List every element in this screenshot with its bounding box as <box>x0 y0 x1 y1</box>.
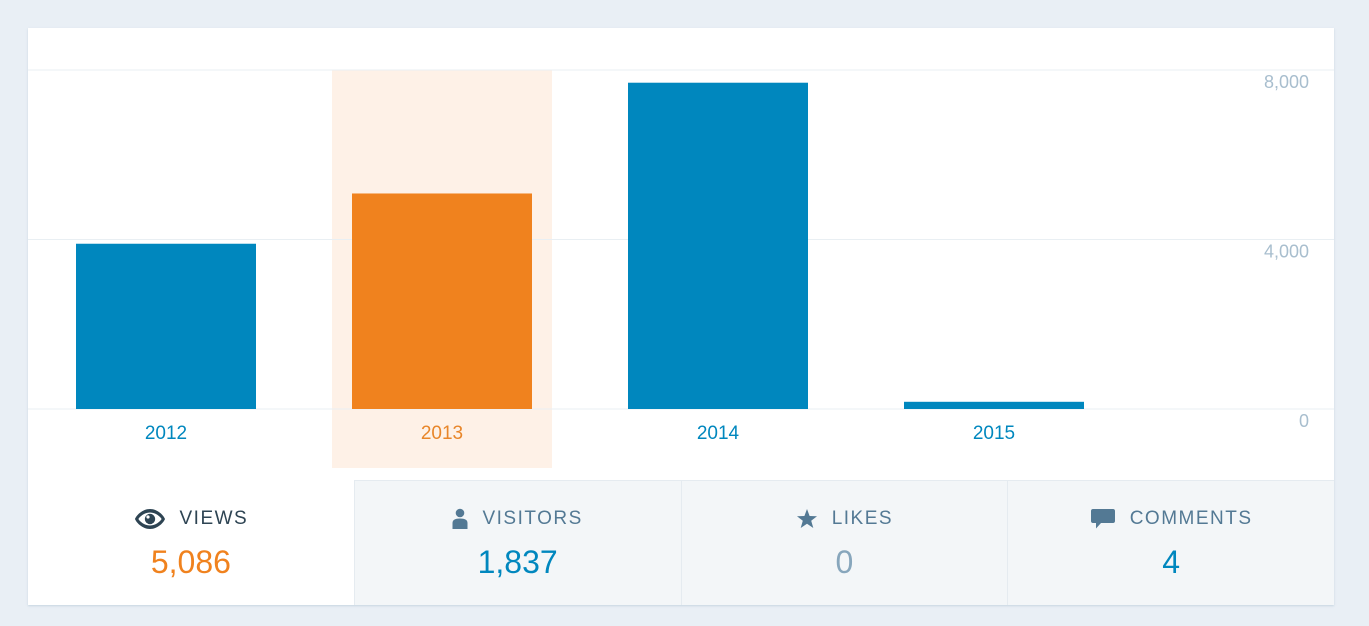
tab-visitors-value: 1,837 <box>477 544 558 580</box>
tab-views-label: VIEWS <box>179 508 249 529</box>
star-icon <box>796 508 818 530</box>
tab-comments-value: 4 <box>1162 544 1181 580</box>
bar-chart: 0 4,000 8,000 2012 2013 2014 2015 <box>28 69 1334 468</box>
stats-card: 0 4,000 8,000 2012 2013 2014 2015 VIEWS 5,086 <box>28 28 1334 605</box>
speech-bubble-icon <box>1090 508 1116 530</box>
bar-2014[interactable] <box>628 82 808 410</box>
tab-views[interactable]: VIEWS 5,086 <box>28 480 354 605</box>
bar-2012[interactable] <box>76 243 256 409</box>
y-tick-label: 4,000 <box>1264 242 1309 262</box>
x-label-2015: 2015 <box>973 423 1015 444</box>
x-label-2013: 2013 <box>421 423 463 444</box>
tab-likes[interactable]: LIKES 0 <box>680 480 1008 605</box>
tab-comments[interactable]: COMMENTS 4 <box>1007 480 1334 605</box>
bar-2015[interactable] <box>904 401 1084 409</box>
y-tick-label: 8,000 <box>1264 72 1309 92</box>
y-axis-ticks: 0 4,000 8,000 <box>1264 72 1309 431</box>
tab-views-value: 5,086 <box>150 544 231 580</box>
tab-comments-label: COMMENTS <box>1129 508 1253 529</box>
tab-likes-value: 0 <box>835 544 854 580</box>
person-icon <box>452 508 468 530</box>
stats-tabs: VIEWS 5,086 VISITORS 1,837 <box>28 480 1334 605</box>
tab-visitors-label: VISITORS <box>482 508 583 529</box>
x-label-2014: 2014 <box>697 423 740 444</box>
x-label-2012: 2012 <box>145 423 187 444</box>
bars <box>76 82 1084 410</box>
eye-icon <box>134 508 166 530</box>
tab-likes-label: LIKES <box>831 508 894 529</box>
bar-2013[interactable] <box>352 193 532 409</box>
y-tick-label: 0 <box>1299 411 1309 431</box>
tab-visitors[interactable]: VISITORS 1,837 <box>353 480 681 605</box>
x-axis-labels: 2012 2013 2014 2015 <box>145 423 1015 444</box>
